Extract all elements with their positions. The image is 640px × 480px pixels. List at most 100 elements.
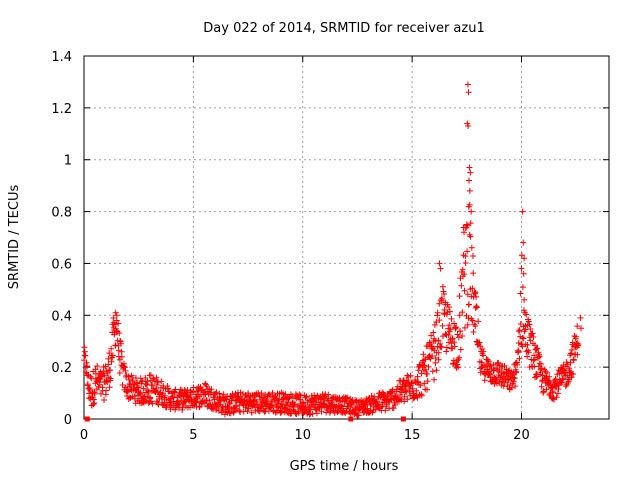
data-point [239, 390, 246, 397]
data-point [455, 334, 462, 341]
data-point [187, 392, 194, 399]
data-point [339, 402, 346, 409]
data-point [508, 384, 515, 391]
data-point [81, 348, 88, 355]
data-point [261, 408, 268, 415]
data-point [204, 388, 211, 395]
data-point [421, 362, 428, 369]
data-point [486, 370, 493, 377]
data-point [451, 343, 458, 350]
data-point [85, 385, 92, 392]
data-point [437, 265, 444, 272]
data-point [464, 248, 471, 255]
data-point [107, 375, 114, 382]
data-point [413, 387, 420, 394]
data-point [493, 365, 500, 372]
data-point [567, 359, 574, 366]
data-point [303, 393, 310, 400]
y-tick-label: 1.2 [51, 102, 72, 117]
data-point [373, 398, 380, 405]
data-point [213, 403, 220, 410]
data-point [568, 350, 575, 357]
data-point [208, 386, 215, 393]
data-point [90, 396, 97, 403]
data-point [134, 379, 141, 386]
data-point [549, 395, 556, 402]
data-point [203, 397, 210, 404]
data-point [548, 385, 555, 392]
data-point [512, 383, 519, 390]
data-point [545, 378, 552, 385]
data-point [109, 352, 116, 359]
data-point [527, 325, 534, 332]
data-point [448, 315, 455, 322]
data-point [108, 345, 115, 352]
data-point [485, 358, 492, 365]
y-tick-label: 0.4 [51, 309, 72, 324]
y-tick-label: 0.6 [51, 257, 72, 272]
data-point [465, 89, 472, 96]
chart-title: Day 022 of 2014, SRMTID for receiver azu… [203, 21, 484, 36]
data-point [524, 353, 531, 360]
data-point [456, 354, 463, 361]
data-point [516, 355, 523, 362]
data-point [428, 345, 435, 352]
data-point [390, 405, 397, 412]
data-point [512, 360, 519, 367]
data-point [121, 364, 128, 371]
data-point [469, 253, 476, 260]
data-point [564, 361, 571, 368]
data-point [574, 323, 581, 330]
data-point [498, 382, 505, 389]
data-point [470, 270, 477, 277]
data-point [520, 270, 527, 277]
data-point [517, 333, 524, 340]
data-point [220, 391, 227, 398]
data-point [461, 287, 468, 294]
data-point [569, 339, 576, 346]
data-point [525, 349, 532, 356]
data-point [344, 394, 351, 401]
data-point [438, 343, 445, 350]
data-point [445, 325, 452, 332]
data-point [508, 375, 515, 382]
data-point [202, 381, 209, 388]
data-point [526, 321, 533, 328]
data-point [514, 361, 521, 368]
data-point [469, 317, 476, 324]
data-point [519, 284, 526, 291]
data-point [213, 407, 220, 414]
data-point [268, 403, 275, 410]
data-point [112, 309, 119, 316]
data-point [147, 394, 154, 401]
data-point [421, 380, 428, 387]
data-point [543, 386, 550, 393]
data-point [84, 363, 91, 370]
data-point [284, 409, 291, 416]
data-point [445, 339, 452, 346]
data-point [536, 353, 543, 360]
data-point [461, 324, 468, 331]
data-point [571, 332, 578, 339]
data-point [569, 346, 576, 353]
data-point [473, 304, 480, 311]
data-point [431, 322, 438, 329]
data-point [103, 387, 110, 394]
data-point [115, 347, 122, 354]
data-point [415, 378, 422, 385]
grid [84, 56, 609, 419]
data-point [417, 382, 424, 389]
data-point [531, 356, 538, 363]
data-point [155, 379, 162, 386]
plot-frame [83, 55, 610, 420]
data-point [519, 208, 526, 215]
data-point [457, 328, 464, 335]
data-point [107, 367, 114, 374]
data-point [104, 370, 111, 377]
data-point [549, 389, 556, 396]
data-point [341, 398, 348, 405]
data-point [560, 362, 567, 369]
data-point [459, 309, 466, 316]
data-point [273, 403, 280, 410]
